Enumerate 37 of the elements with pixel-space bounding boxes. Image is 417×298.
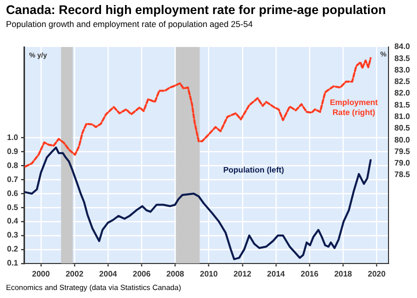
y-tick-label: 0.1 <box>6 258 19 268</box>
x-tick-label: 2006 <box>132 269 152 278</box>
y-tick-label: 0.8 <box>6 160 19 170</box>
chart-subtitle: Population growth and employment rate of population aged 25-54 <box>6 19 253 29</box>
x-tick-label: 2016 <box>300 269 319 278</box>
y-tick-label: 0.5 <box>6 202 19 212</box>
y-tick-label: 0.6 <box>6 188 19 198</box>
y2-tick-label: 84.0 <box>394 42 411 52</box>
x-tick-label: 2004 <box>99 269 118 278</box>
y-tick-label: 0.3 <box>6 230 19 240</box>
text: Population (left) <box>223 166 284 175</box>
x-tick-label: 2018 <box>334 269 353 278</box>
chart-title: Canada: Record high employment rate for prime-age population <box>6 3 386 17</box>
y2-tick-label: 81.5 <box>394 100 411 110</box>
y-tick-label: 0.4 <box>6 216 19 226</box>
series-label: Employment Rate (right) <box>330 98 378 117</box>
y2-tick-label: 82.5 <box>394 77 411 86</box>
x-tick-label: 2014 <box>267 269 286 278</box>
x-tick-label: 2010 <box>200 269 218 278</box>
y2-tick-label: 80.0 <box>394 135 411 144</box>
y-tick-label: 0.9 <box>6 146 19 156</box>
y2-tick-label: 78.5 <box>394 170 411 180</box>
y-tick-label: 1.0 <box>6 132 19 142</box>
y2-tick-label: 79.5 <box>394 146 411 156</box>
x-tick-label: 2012 <box>233 269 252 278</box>
x-tick-label: 2002 <box>66 269 84 278</box>
x-tick-label: 2000 <box>32 269 50 278</box>
x-tick-label: 2008 <box>166 269 185 278</box>
x-tick-label: 2020 <box>368 269 386 278</box>
y2-tick-label: 80.5 <box>394 124 411 133</box>
y-tick-label: 0.7 <box>6 174 19 184</box>
y2-tick-label: 83.0 <box>394 65 411 74</box>
y-tick-label: 0.2 <box>6 244 19 254</box>
y2-tick-label: 81.0 <box>394 112 411 122</box>
y2-tick-label: 79.0 <box>394 158 411 168</box>
y2-tick-label: 82.0 <box>394 88 411 98</box>
y2-tick-label: 83.5 <box>394 54 411 63</box>
